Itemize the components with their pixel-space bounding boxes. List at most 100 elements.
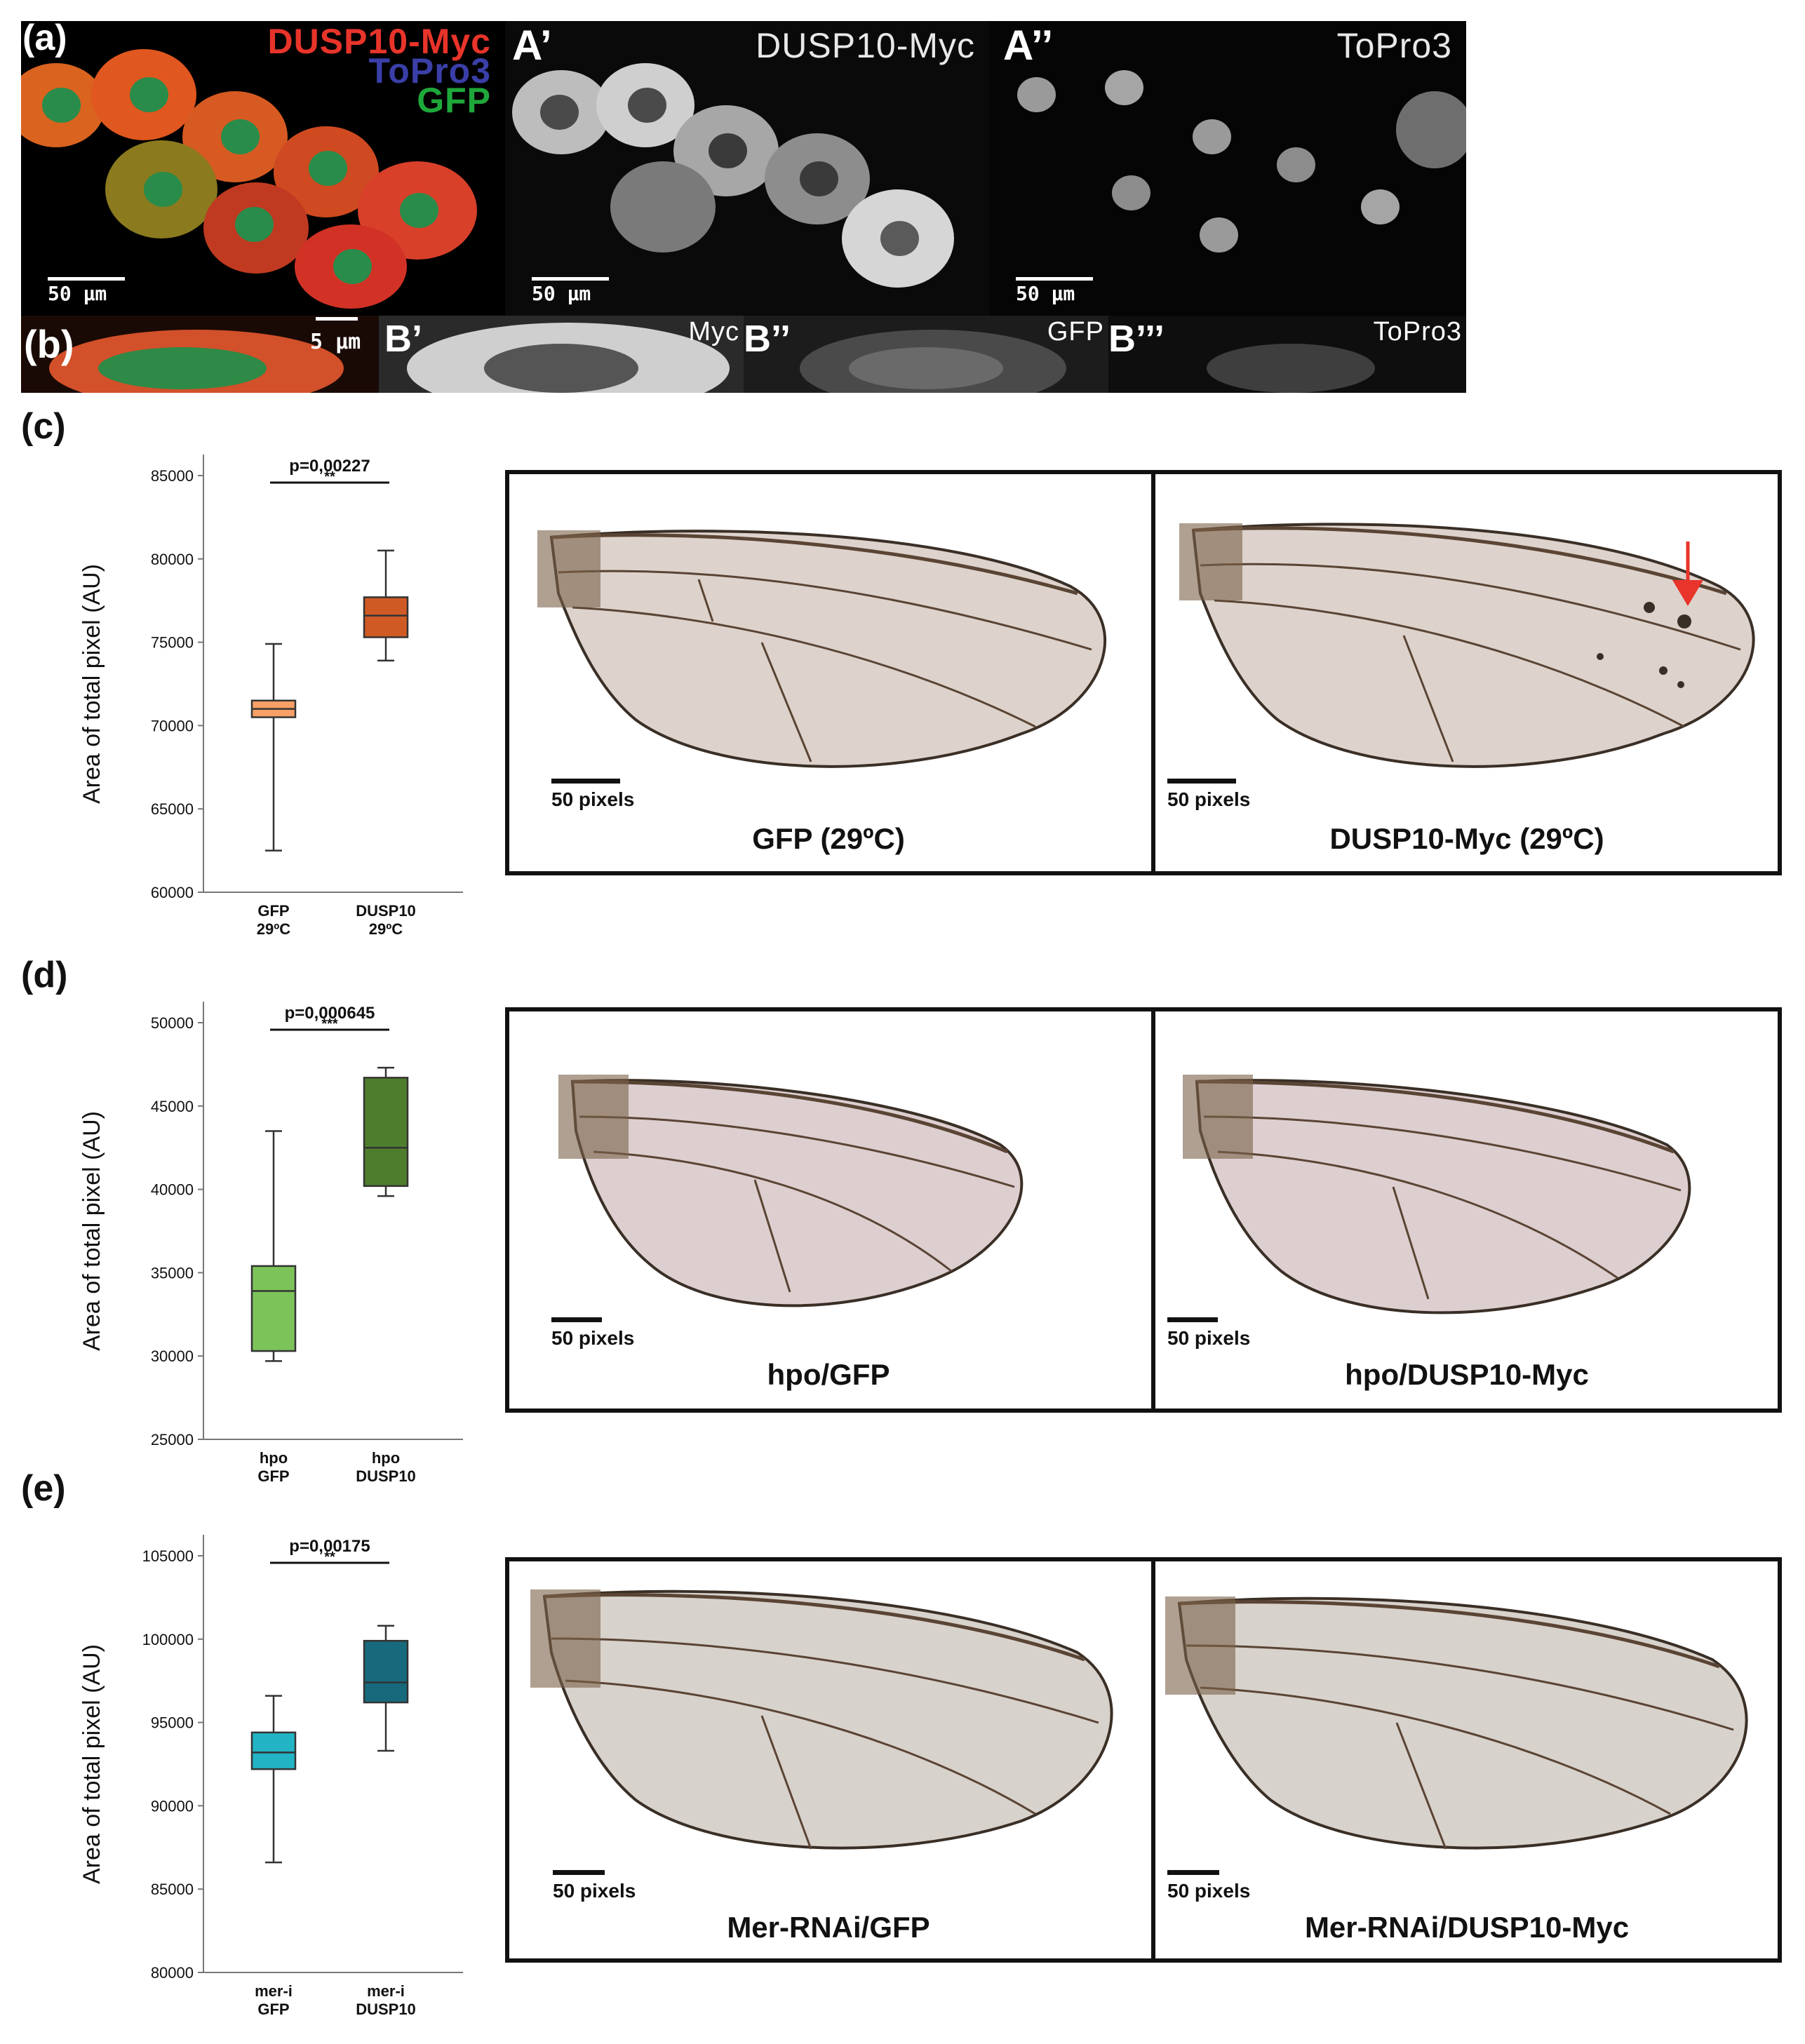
x-tick-label: GFP: [257, 2001, 289, 2018]
wing-box-d: 50 pixels 50 pixels hpo/GFP hpo/DUSP10-M…: [505, 1007, 1782, 1413]
nucleus: [98, 347, 267, 389]
wing-image-hpo-dusp10: [1183, 1075, 1691, 1315]
panel-b-dprime-channel: GFP: [1047, 317, 1104, 347]
wing-caption-left: GFP (29ºC): [752, 822, 905, 855]
scale-bar: [551, 1317, 602, 1322]
x-tick-label: DUSP10: [356, 1467, 416, 1485]
x-tick-label: DUSP10: [356, 902, 416, 920]
nucleus: [144, 172, 182, 207]
y-tick-label: 40000: [151, 1181, 194, 1199]
wing-caption-left: hpo/GFP: [767, 1358, 890, 1391]
nucleus: [1277, 147, 1315, 182]
scale-bar: [553, 1870, 605, 1875]
nucleus: [1396, 91, 1466, 168]
boxplot-d: 25000 30000 35000 40000 45000 50000 Area of to…: [79, 1002, 463, 1485]
y-tick-label: 85000: [151, 467, 194, 485]
y-tick-label: 90000: [151, 1797, 194, 1815]
panel-b-tprime-label: B’’’: [1108, 318, 1165, 360]
panel-b-dprime-image: B’’ GFP: [744, 316, 1108, 393]
merged-label-gfp: GFP: [417, 81, 491, 120]
y-tick-label: 60000: [151, 884, 194, 901]
y-tick-label: 65000: [151, 800, 194, 818]
nucleus: [540, 95, 579, 130]
boxplot-e: 80000 85000 90000 95000 100000 105000 Area of …: [79, 1535, 463, 2018]
y-tick-label: 30000: [151, 1347, 194, 1365]
y-tick-label: 80000: [151, 1964, 194, 1982]
panel-b-tprime-channel: ToPro3: [1373, 317, 1462, 347]
wing-caption-right: hpo/DUSP10-Myc: [1345, 1358, 1589, 1391]
nucleus: [628, 88, 666, 123]
scale-label: 50 pixels: [1167, 1880, 1251, 1902]
panel-b-merged-image: (b) 5 μm: [21, 316, 379, 393]
y-tick-label: 85000: [151, 1881, 194, 1898]
wing-box-e: 50 pixels 50 pixels Mer-RNAi/GFP Mer-RNA…: [505, 1557, 1782, 1963]
x-tick-label: hpo: [372, 1449, 400, 1467]
nucleus: [1105, 70, 1143, 105]
panel-a-letter: (a): [22, 18, 67, 58]
nucleus: [1112, 175, 1150, 210]
significance-stars: ***: [321, 1016, 338, 1032]
scale-label: 50 pixels: [1167, 1327, 1251, 1349]
panel-e-letter: (e): [21, 1468, 66, 1509]
scale-bar: [48, 277, 125, 281]
scale-bar: [551, 779, 620, 784]
wing-image-gfp: [537, 530, 1107, 768]
scale-label: 50 pixels: [553, 1880, 636, 1902]
nucleus: [333, 249, 372, 284]
merged-label-topro3: ToPro3: [368, 51, 491, 90]
y-tick-label: 45000: [151, 1098, 194, 1115]
panel-b-prime-channel: Myc: [688, 317, 739, 347]
y-tick-label: 105000: [142, 1547, 194, 1565]
wing-image-dusp10: [1179, 523, 1755, 768]
y-tick-label: 50000: [151, 1014, 194, 1032]
x-tick-label: GFP: [257, 1467, 289, 1485]
y-tick-label: 95000: [151, 1714, 194, 1732]
wing-caption-left: Mer-RNAi/GFP: [727, 1911, 930, 1944]
x-tick-label: mer-i: [367, 1982, 405, 2000]
x-tick-label: hpo: [260, 1449, 288, 1467]
panel-b-prime-label: B’: [384, 318, 422, 360]
panel-b-tprime-image: B’’’ ToPro3: [1108, 316, 1466, 393]
scale-bar: [1167, 1870, 1219, 1875]
y-tick-label: 35000: [151, 1264, 194, 1282]
y-axis-label: Area of total pixel (AU): [79, 564, 105, 804]
nucleus: [1017, 77, 1056, 112]
p-value-label: p=0,00175: [289, 1537, 370, 1556]
panel-b-prime-image: B’ Myc: [379, 316, 744, 393]
x-tick-label: mer-i: [255, 1982, 293, 2000]
scale-bar: [1167, 1317, 1218, 1322]
cell: [610, 161, 716, 253]
divider: [1151, 1561, 1155, 1958]
divider: [1151, 1011, 1155, 1408]
divider: [1151, 474, 1155, 871]
wing-box-c: 50 pixels 50 pixels GFP (29ºC) DUSP10-My…: [505, 470, 1782, 875]
nucleus: [709, 133, 747, 168]
nucleus: [1207, 344, 1375, 393]
x-tick-label: DUSP10: [356, 2001, 416, 2018]
y-tick-label: 100000: [142, 1631, 194, 1648]
panel-d-letter: (d): [21, 955, 68, 995]
y-axis-label: Area of total pixel (AU): [79, 1644, 105, 1884]
nucleus: [880, 221, 919, 256]
significance-stars: **: [324, 469, 335, 485]
nucleus: [800, 161, 838, 196]
nucleus: [484, 344, 638, 393]
panel-a-dprime-label: A’’: [1003, 22, 1054, 69]
nucleus: [42, 88, 81, 123]
box: [363, 1077, 409, 1188]
box: [250, 1265, 297, 1352]
scale-label: 5 μm: [310, 330, 361, 354]
nucleus: [1200, 217, 1238, 253]
scale-bar: [316, 317, 358, 321]
nucleus: [1193, 119, 1231, 154]
boxplot-c: 60000 65000 70000 75000 80000 85000 Area of to…: [79, 455, 463, 938]
panel-c-letter: (c): [21, 406, 66, 447]
box: [363, 596, 409, 638]
scale-label: 50 pixels: [1167, 788, 1251, 810]
panel-a-dprime-channel: ToPro3: [1336, 26, 1452, 65]
p-value-label: p=0,00227: [289, 457, 370, 476]
panel-a-prime-image: A’ DUSP10-Myc 50 μm: [505, 21, 989, 316]
x-tick-label: 29ºC: [257, 920, 291, 938]
scale-bar: [1016, 277, 1093, 281]
panel-a-merged-image: DUSP10-Myc ToPro3 GFP 50 μm: [21, 21, 505, 316]
